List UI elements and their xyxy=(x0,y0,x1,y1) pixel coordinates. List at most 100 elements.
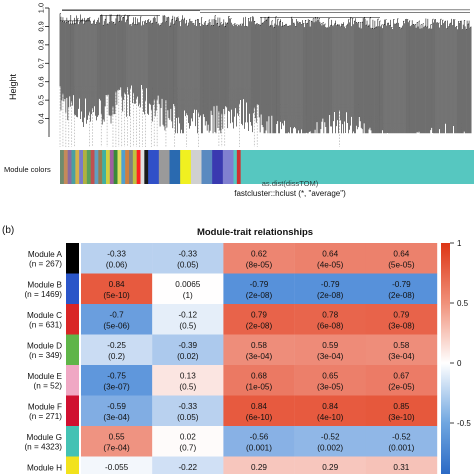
cell-p-value: (0.001) xyxy=(388,443,414,452)
cell-p-value: (2e-08) xyxy=(246,291,273,300)
heatmap-cell xyxy=(81,334,153,366)
cell-correlation: 0.67 xyxy=(393,371,409,380)
module-color-stripe xyxy=(75,150,80,184)
module-color-stripe xyxy=(94,150,99,184)
legend-tick-label: 1 xyxy=(457,239,462,248)
cell-p-value: (3e-04) xyxy=(246,352,273,361)
cell-correlation: -0.79 xyxy=(392,280,411,289)
legend-tick-label: 0 xyxy=(457,359,462,368)
cell-correlation: 0.31 xyxy=(393,463,409,472)
heatmap-cell xyxy=(223,273,295,305)
cell-p-value: (0.001) xyxy=(246,443,272,452)
cell-p-value: (2e-08) xyxy=(388,291,415,300)
row-label-count: (n = 631) xyxy=(29,320,62,329)
module-color-stripe xyxy=(102,150,107,184)
module-swatch xyxy=(66,304,79,335)
cell-correlation: 0.84 xyxy=(251,402,267,411)
cell-p-value: (0.7) xyxy=(179,443,196,452)
dendrogram-branches xyxy=(59,9,472,134)
cell-correlation: 0.59 xyxy=(322,341,338,350)
heatmap-cell xyxy=(365,304,438,335)
panel-b-heatmap: (b) Module-trait relationships Module A(… xyxy=(2,225,471,474)
module-color-stripe xyxy=(121,150,126,184)
x-axis-label: fastcluster::hclust (*, "average") xyxy=(234,189,346,198)
heatmap-cell xyxy=(81,426,153,457)
panel-a-dendrogram: 1.0 0.9 0.8 0.7 0.6 0.5 0.4 Height Module colo… xyxy=(4,3,474,198)
cell-correlation: -0.22 xyxy=(178,463,197,472)
cell-correlation: 0.79 xyxy=(393,310,409,319)
heatmap-cell xyxy=(152,456,224,474)
module-swatch xyxy=(66,273,79,304)
module-color-bar xyxy=(60,150,474,184)
cell-correlation: 0.64 xyxy=(322,249,338,258)
heatmap-cell xyxy=(223,243,295,274)
cell-p-value: (1e-05) xyxy=(246,382,273,391)
cell-p-value: (5e-05) xyxy=(388,260,415,269)
cell-p-value: (4e-05) xyxy=(317,260,344,269)
cell-p-value: (8e-05) xyxy=(246,260,273,269)
module-swatch xyxy=(66,334,79,365)
cell-correlation: 0.58 xyxy=(251,341,267,350)
module-color-stripe xyxy=(140,150,145,184)
y-tick-label: 0.4 xyxy=(37,113,46,123)
cell-p-value: (0.05) xyxy=(177,413,199,422)
cell-correlation: 0.84 xyxy=(109,280,125,289)
row-label-count: (n = 2??) xyxy=(29,473,62,474)
module-color-stripe xyxy=(106,150,111,184)
heatmap-cell xyxy=(81,243,153,274)
row-label-name: Module D xyxy=(27,341,62,350)
cell-p-value: (3e-04) xyxy=(103,413,130,422)
module-color-stripe xyxy=(136,150,141,184)
module-color-stripe xyxy=(148,150,160,184)
x-axis-label-partial: as.dist(dissTOM) xyxy=(262,179,319,188)
row-labels: Module A(n = 267) Module B(n = 1469) Modul… xyxy=(24,250,62,474)
y-tick-label: 0.6 xyxy=(37,76,46,86)
heatmap-cell xyxy=(294,304,366,335)
panel-label-b: (b) xyxy=(2,225,14,236)
cell-correlation: -0.79 xyxy=(250,280,269,289)
module-color-stripe xyxy=(113,150,118,184)
row-label-name: Module H xyxy=(27,463,62,472)
heatmap-cell xyxy=(223,365,295,396)
heatmap-cell xyxy=(294,273,366,305)
module-color-stripe xyxy=(71,150,76,184)
heatmap-cell xyxy=(152,365,224,396)
cell-p-value: (7e-04) xyxy=(103,443,130,452)
row-label-name: Module G xyxy=(27,433,63,442)
row-label-name: Module B xyxy=(27,280,62,289)
row-label-count: (n = 52) xyxy=(34,381,63,390)
module-swatch xyxy=(66,365,79,396)
cell-correlation: -0.33 xyxy=(178,249,197,258)
cell-correlation: -0.52 xyxy=(321,432,340,441)
cell-correlation: 0.62 xyxy=(251,249,267,258)
color-legend: 1 0.5 0 -0.5 xyxy=(441,239,471,474)
heatmap-cell xyxy=(294,243,366,274)
heatmap-cell xyxy=(152,334,224,366)
heatmap-cell xyxy=(294,334,366,366)
row-label-count: (n = 267) xyxy=(29,259,62,268)
cell-p-value: (0.05) xyxy=(177,260,199,269)
heatmap-cell xyxy=(152,273,224,305)
cell-p-value: (5e-10) xyxy=(103,291,130,300)
cell-correlation: 0.68 xyxy=(251,371,267,380)
y-tick-label: 1.0 xyxy=(37,3,46,13)
module-color-stripe xyxy=(169,150,181,184)
module-color-stripe xyxy=(60,150,65,184)
cell-correlation: -0.52 xyxy=(392,432,411,441)
cell-correlation: 0.85 xyxy=(393,402,409,411)
cell-correlation: -0.79 xyxy=(321,280,340,289)
cell-correlation: 0.58 xyxy=(393,341,409,350)
heatmap-cell xyxy=(81,456,153,474)
row-label-count: (n = 1469) xyxy=(24,290,62,299)
module-color-stripe xyxy=(180,150,192,184)
module-color-stripe xyxy=(63,150,68,184)
heatmap-cell xyxy=(365,426,438,457)
legend-tick-label: 0.5 xyxy=(457,299,469,308)
cell-p-value: (3e-07) xyxy=(103,382,130,391)
cell-correlation: -0.39 xyxy=(178,341,197,350)
heatmap-cell xyxy=(81,395,153,427)
heatmap-cell xyxy=(152,243,224,274)
y-tick-label: 0.8 xyxy=(37,40,46,50)
heatmap-cell xyxy=(81,273,153,305)
heatmap-cell xyxy=(365,395,438,427)
